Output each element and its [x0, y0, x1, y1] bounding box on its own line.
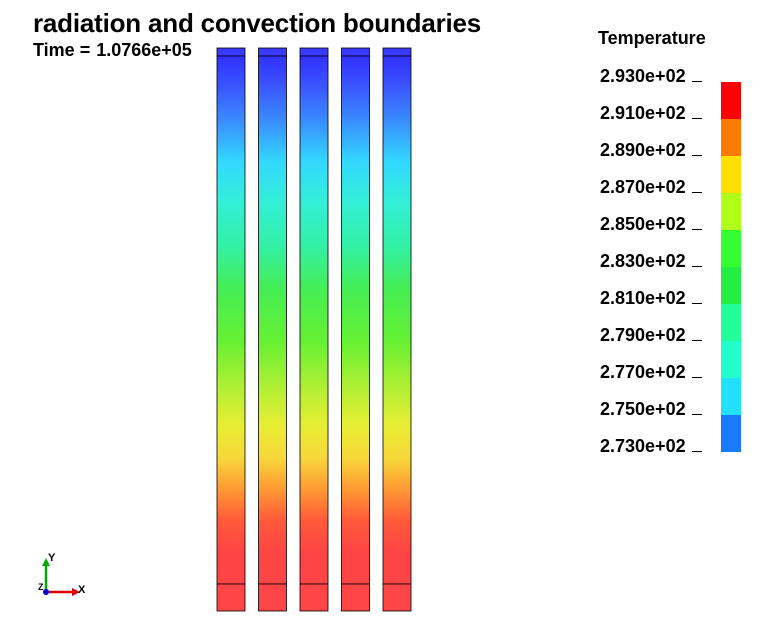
- legend-label-text: 2.930e+02: [600, 66, 686, 86]
- column-top-cap: [299, 47, 329, 57]
- column-body: [258, 55, 287, 585]
- legend-swatch: [721, 119, 741, 156]
- legend-label-text: 2.890e+02: [600, 140, 686, 160]
- legend-label-text: 2.850e+02: [600, 214, 686, 234]
- axis-triad-icon: [42, 558, 80, 596]
- legend-swatch: [721, 82, 741, 119]
- plot-title: radiation and convection boundaries: [33, 8, 482, 38]
- column-top-cap: [258, 47, 287, 57]
- axis-triad: Y Z X: [38, 550, 98, 606]
- time-value: 1.0766e+05: [96, 40, 192, 60]
- legend-label: 2.890e+02: [600, 138, 720, 175]
- legend-label: 2.930e+02: [600, 64, 720, 101]
- time-readout: Time = 1.0766e+05: [33, 40, 192, 61]
- legend-label-text: 2.750e+02: [600, 399, 686, 419]
- legend-swatch: [721, 415, 741, 452]
- axis-x-label: X: [78, 584, 86, 596]
- legend-tick: [691, 215, 702, 230]
- legend-label: 2.730e+02: [600, 434, 720, 471]
- legend-label-text: 2.770e+02: [600, 362, 686, 382]
- legend-label: 2.770e+02: [600, 360, 720, 397]
- column-top-cap: [216, 47, 246, 57]
- legend-swatch: [721, 230, 741, 267]
- legend-tick: [691, 289, 702, 304]
- legend-label-text: 2.830e+02: [600, 251, 686, 271]
- legend-swatch: [721, 341, 741, 378]
- legend-label: 2.850e+02: [600, 212, 720, 249]
- column-bottom-cap: [341, 583, 370, 612]
- legend-title: Temperature: [598, 28, 706, 48]
- legend-swatch: [721, 267, 741, 304]
- legend-tick: [691, 363, 702, 378]
- model-column: [216, 47, 246, 612]
- legend-tick: [691, 400, 702, 415]
- column-body: [341, 55, 370, 585]
- legend-swatch: [721, 156, 741, 193]
- legend-label: 2.870e+02: [600, 175, 720, 212]
- legend-tick: [691, 67, 702, 82]
- legend-label: 2.750e+02: [600, 397, 720, 434]
- column-bottom-cap: [382, 583, 412, 612]
- column-body: [299, 55, 329, 585]
- legend-tick: [691, 326, 702, 341]
- legend-swatch: [721, 378, 741, 415]
- legend-tick: [691, 104, 702, 119]
- time-label: Time =: [33, 40, 91, 60]
- column-top-cap: [382, 47, 412, 57]
- model-column: [299, 47, 329, 612]
- legend-tick: [691, 178, 702, 193]
- model-column: [258, 47, 287, 612]
- legend-labels: 2.930e+02 2.910e+02 2.890e+02 2.870e+02 2.85…: [600, 64, 720, 471]
- column-body: [382, 55, 412, 585]
- column-bottom-cap: [299, 583, 329, 612]
- legend-swatch: [721, 193, 741, 230]
- legend-label-text: 2.790e+02: [600, 325, 686, 345]
- axis-z-label: Z: [38, 582, 44, 592]
- legend-label: 2.810e+02: [600, 286, 720, 323]
- axis-y-label: Y: [48, 552, 56, 564]
- legend-tick: [691, 437, 702, 452]
- legend-color-bar: [721, 82, 741, 452]
- legend-tick: [691, 252, 702, 267]
- column-bottom-cap: [216, 583, 246, 612]
- legend-label-text: 2.730e+02: [600, 436, 686, 456]
- column-body: [216, 55, 246, 585]
- legend-label: 2.910e+02: [600, 101, 720, 138]
- legend-label: 2.790e+02: [600, 323, 720, 360]
- legend-label-text: 2.810e+02: [600, 288, 686, 308]
- legend-label-text: 2.870e+02: [600, 177, 686, 197]
- column-top-cap: [341, 47, 370, 57]
- legend-swatch: [721, 304, 741, 341]
- column-bottom-cap: [258, 583, 287, 612]
- legend-label: 2.830e+02: [600, 249, 720, 286]
- model-column: [382, 47, 412, 612]
- legend-label-text: 2.910e+02: [600, 103, 686, 123]
- model-column: [341, 47, 370, 612]
- legend-tick: [691, 141, 702, 156]
